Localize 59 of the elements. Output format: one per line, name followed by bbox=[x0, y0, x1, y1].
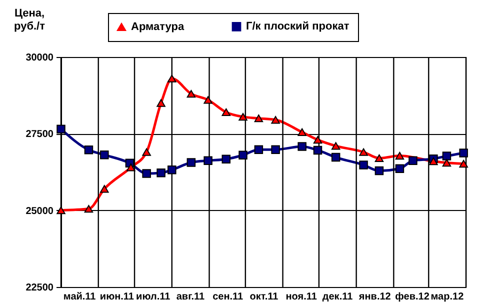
y-tick-label: 30000 bbox=[26, 52, 54, 64]
x-tick-label: окт.11 bbox=[250, 292, 279, 302]
point bbox=[126, 164, 136, 172]
x-tick-label: дек.11 bbox=[322, 292, 354, 302]
x-tick-label: авг.11 bbox=[176, 292, 206, 302]
point bbox=[238, 150, 248, 160]
point bbox=[395, 164, 404, 173]
x-tick-label: июл.11 bbox=[136, 292, 171, 302]
point bbox=[442, 158, 452, 167]
point bbox=[238, 112, 248, 121]
point bbox=[186, 90, 196, 98]
point bbox=[331, 152, 340, 162]
x-tick-label: сен.11 bbox=[212, 292, 244, 302]
x-tick-label: ноя.11 bbox=[286, 292, 318, 302]
legend-label: Арматура bbox=[131, 20, 185, 33]
point bbox=[254, 145, 264, 154]
point bbox=[298, 128, 306, 136]
x-tick-label: июн.11 bbox=[100, 292, 134, 302]
point bbox=[359, 160, 368, 170]
point bbox=[313, 146, 322, 155]
point bbox=[156, 99, 166, 107]
point bbox=[395, 152, 404, 160]
x-tick-label: янв.12 bbox=[358, 292, 392, 302]
point bbox=[374, 154, 384, 162]
x-tick-label: май.11 bbox=[63, 292, 96, 302]
point bbox=[429, 157, 438, 166]
point bbox=[459, 148, 468, 158]
legend-label: Г/к плоский прокат bbox=[246, 20, 350, 33]
y-tick-label: 22500 bbox=[26, 282, 54, 294]
point bbox=[100, 185, 109, 193]
point bbox=[168, 165, 176, 174]
point bbox=[374, 166, 384, 176]
point bbox=[359, 148, 368, 156]
y-tick-label: 27500 bbox=[26, 129, 54, 140]
point bbox=[142, 148, 151, 156]
point bbox=[84, 146, 94, 154]
point bbox=[156, 168, 166, 178]
point bbox=[254, 114, 264, 122]
point bbox=[168, 74, 176, 82]
point bbox=[271, 116, 280, 124]
point bbox=[84, 204, 94, 213]
point bbox=[459, 160, 468, 168]
point bbox=[331, 142, 340, 150]
point bbox=[222, 154, 231, 164]
y-tick-label: 25000 bbox=[26, 206, 54, 217]
point bbox=[313, 136, 322, 144]
point bbox=[204, 96, 212, 104]
point bbox=[204, 156, 212, 166]
x-tick-label: фев.12 bbox=[395, 292, 430, 302]
y-axis-title: Цена, руб./т bbox=[14, 8, 46, 32]
point bbox=[408, 156, 418, 166]
point bbox=[298, 142, 306, 151]
point bbox=[222, 108, 231, 116]
point bbox=[142, 169, 151, 178]
point bbox=[186, 158, 196, 167]
point bbox=[442, 152, 452, 160]
point bbox=[100, 150, 109, 160]
x-tick-label: мар.12 bbox=[430, 292, 464, 302]
point bbox=[271, 145, 280, 154]
